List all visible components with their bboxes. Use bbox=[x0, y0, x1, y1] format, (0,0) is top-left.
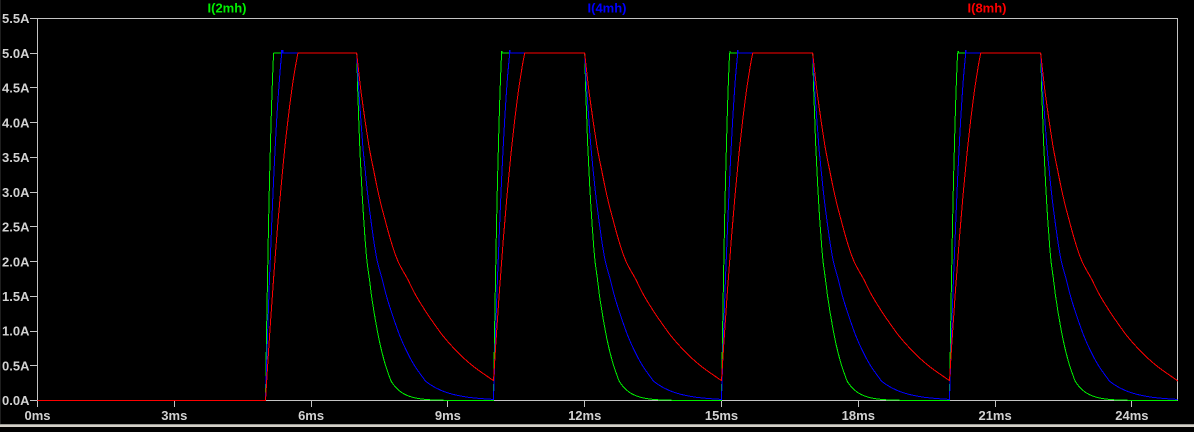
svg-text:1.0A: 1.0A bbox=[2, 324, 30, 339]
svg-text:2.0A: 2.0A bbox=[2, 254, 30, 269]
svg-text:24ms: 24ms bbox=[1115, 408, 1148, 423]
svg-text:6ms: 6ms bbox=[298, 408, 324, 423]
svg-text:0.0A: 0.0A bbox=[2, 393, 30, 408]
svg-text:3.5A: 3.5A bbox=[2, 150, 30, 165]
svg-text:5.5A: 5.5A bbox=[2, 11, 30, 26]
svg-text:5.0A: 5.0A bbox=[2, 46, 30, 61]
svg-text:9ms: 9ms bbox=[435, 408, 461, 423]
svg-text:21ms: 21ms bbox=[978, 408, 1011, 423]
svg-text:I(2mh): I(2mh) bbox=[208, 1, 247, 16]
svg-text:I(8mh): I(8mh) bbox=[968, 1, 1007, 16]
svg-text:0ms: 0ms bbox=[24, 408, 50, 423]
svg-text:4.5A: 4.5A bbox=[2, 81, 30, 96]
svg-text:0.5A: 0.5A bbox=[2, 359, 30, 374]
svg-text:12ms: 12ms bbox=[568, 408, 601, 423]
svg-text:3ms: 3ms bbox=[161, 408, 187, 423]
svg-text:3.0A: 3.0A bbox=[2, 185, 30, 200]
svg-text:1.5A: 1.5A bbox=[2, 289, 30, 304]
svg-text:2.5A: 2.5A bbox=[2, 220, 30, 235]
svg-text:I(4mh): I(4mh) bbox=[588, 1, 627, 16]
svg-text:18ms: 18ms bbox=[842, 408, 875, 423]
svg-text:4.0A: 4.0A bbox=[2, 115, 30, 130]
svg-text:15ms: 15ms bbox=[705, 408, 738, 423]
